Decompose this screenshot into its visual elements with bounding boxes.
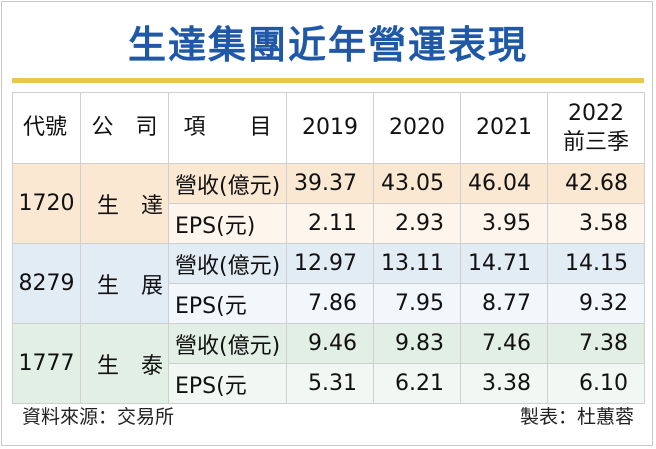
value-cell: 2.11 xyxy=(286,203,374,244)
table-row: EPS(元 7.86 7.95 8.77 9.32 xyxy=(13,283,645,324)
table-row: EPS(元 5.31 6.21 3.38 6.10 xyxy=(13,363,645,404)
header-year-2022: 2022 前三季 xyxy=(547,92,645,164)
header-code: 代號 xyxy=(12,92,81,164)
value-cell: 3.95 xyxy=(460,203,548,244)
value-cell: 3.38 xyxy=(460,363,548,404)
item-label: 營收(億元) xyxy=(168,323,287,364)
table-row: 8279 生 展 營收(億元) 12.97 13.11 14.71 14.15 xyxy=(12,243,645,324)
value-cell: 7.46 xyxy=(460,323,548,364)
item-label: 營收(億元) xyxy=(168,163,287,204)
header-row: 代號 公 司 項 目 2019 2020 2021 2022 前三季 xyxy=(12,92,645,164)
value-cell: 13.11 xyxy=(373,243,461,284)
value-cell: 14.15 xyxy=(547,243,645,284)
item-label: EPS(元 xyxy=(168,363,287,404)
value-cell: 3.58 xyxy=(547,203,645,244)
value-cell: 6.21 xyxy=(373,363,461,404)
value-cell: 9.46 xyxy=(286,323,374,364)
value-cell: 5.31 xyxy=(286,363,374,404)
author-note: 製表：杜蕙蓉 xyxy=(519,406,634,428)
value-cell: 8.77 xyxy=(460,283,548,324)
item-label: 營收(億元) xyxy=(168,243,287,284)
table-row: 1720 生 達 營收(億元) 39.37 43.05 46.04 42.68 xyxy=(12,163,645,244)
header-year-2021: 2021 xyxy=(460,92,548,164)
page-title: 生達集團近年營運表現 xyxy=(127,23,528,67)
header-year-2020: 2020 xyxy=(373,92,461,164)
value-cell: 9.32 xyxy=(547,283,645,324)
value-cell: 7.38 xyxy=(547,323,645,364)
company-name: 生 展 xyxy=(80,243,169,324)
value-cell: 46.04 xyxy=(460,163,548,204)
header-year-2019: 2019 xyxy=(286,92,374,164)
value-cell: 12.97 xyxy=(286,243,374,284)
value-cell: 42.68 xyxy=(547,163,645,204)
company-name: 生 泰 xyxy=(80,323,169,404)
header-item: 項 目 xyxy=(168,92,287,164)
title-underline xyxy=(12,78,644,83)
value-cell: 6.10 xyxy=(547,363,645,404)
value-cell: 14.71 xyxy=(460,243,548,284)
company-code: 1720 xyxy=(12,163,81,244)
table-row: EPS(元) 2.11 2.93 3.95 3.58 xyxy=(13,203,645,244)
header-company: 公 司 xyxy=(80,92,169,164)
value-cell: 7.95 xyxy=(373,283,461,324)
item-label: EPS(元 xyxy=(168,283,287,324)
company-code: 1777 xyxy=(12,323,81,404)
value-cell: 43.05 xyxy=(373,163,461,204)
value-cell: 7.86 xyxy=(286,283,374,324)
company-name: 生 達 xyxy=(80,163,169,244)
source-note: 資料來源：交易所 xyxy=(22,406,175,428)
table-row: 1777 生 泰 營收(億元) 9.46 9.83 7.46 7.38 xyxy=(12,323,645,404)
value-cell: 2.93 xyxy=(373,203,461,244)
company-code: 8279 xyxy=(12,243,81,324)
value-cell: 39.37 xyxy=(286,163,374,204)
header-year-2022-line2: 前三季 xyxy=(562,130,629,155)
operations-table: 代號 公 司 項 目 2019 2020 2021 2022 前三季 1720 … xyxy=(12,92,645,404)
item-label: EPS(元) xyxy=(168,203,287,244)
header-year-2022-line1: 2022 xyxy=(568,101,624,126)
value-cell: 9.83 xyxy=(373,323,461,364)
